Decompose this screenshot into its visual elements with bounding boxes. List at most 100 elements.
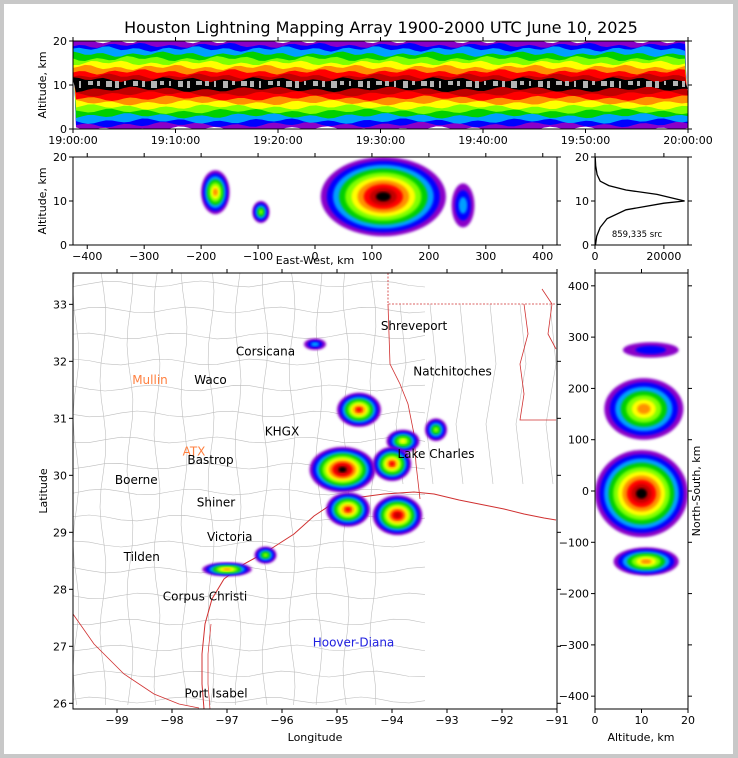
county-line <box>126 273 134 706</box>
time-height-core <box>412 81 415 85</box>
ew-height-cell <box>258 209 263 215</box>
figure: Houston Lightning Mapping Array 1900-200… <box>4 4 733 754</box>
time-height-core <box>223 81 228 88</box>
ew-height-x-tick-label: 400 <box>532 250 553 263</box>
ew-height-y-tick-label: 20 <box>53 151 67 164</box>
ns-height-density <box>595 342 688 576</box>
time-height-core <box>484 81 486 85</box>
plan-view-x-tick-label: −98 <box>160 714 183 727</box>
time-height-core <box>106 81 112 87</box>
time-height-core <box>196 81 202 85</box>
city-label: Tilden <box>123 550 160 564</box>
ew-height-x-tick-label: −400 <box>72 250 102 263</box>
altitude-histogram-panel: 859,335 src 0 20000 0 10 20 <box>575 151 692 263</box>
plan-view-y-tick-label: 26 <box>53 697 67 710</box>
plan-view-y-tick-label: 32 <box>53 355 67 368</box>
ew-height-x-tick-label: 0 <box>312 250 319 263</box>
ns-height-y-tick-label: −300 <box>559 639 589 652</box>
time-height-core <box>547 81 550 88</box>
county-line <box>73 436 426 444</box>
ew-height-plot-area <box>73 157 557 245</box>
ns-height-y-tick-label: 0 <box>582 485 589 498</box>
ew-height-density <box>201 157 475 237</box>
time-height-core <box>214 81 216 87</box>
time-height-core <box>97 81 100 86</box>
time-height-x-tick-label: 19:10:00 <box>151 134 200 147</box>
ew-height-x-tick-label: 200 <box>418 250 439 263</box>
time-height-core <box>151 81 157 88</box>
time-height-core <box>115 81 119 88</box>
time-height-core <box>358 81 363 87</box>
plan-view-cell <box>355 407 363 413</box>
time-height-core <box>556 81 562 85</box>
plan-view-cell <box>433 427 439 433</box>
time-height-core <box>493 81 498 86</box>
ns-height-y-tick-label: 100 <box>568 434 589 447</box>
time-height-panel: 19:00:00 19:10:00 19:20:00 19:30:00 19:40:00… <box>36 35 713 147</box>
mississippi-river <box>541 288 557 350</box>
plan-view-frame <box>72 272 558 710</box>
time-height-core <box>169 81 171 86</box>
histogram-line <box>595 157 685 245</box>
histogram-y-tick-label: 20 <box>575 151 589 164</box>
time-height-core <box>385 81 389 86</box>
county-line <box>73 670 426 678</box>
time-height-core <box>583 81 588 88</box>
ns-height-y-tick-label: 400 <box>568 280 589 293</box>
ns-height-xlabel: Altitude, km <box>607 731 674 744</box>
time-height-core <box>268 81 273 85</box>
county-line <box>99 273 107 706</box>
plan-view-cell <box>389 461 395 467</box>
time-height-core <box>79 81 81 88</box>
time-height-core <box>610 81 614 87</box>
time-height-core <box>286 81 292 87</box>
county-line <box>73 488 426 496</box>
figure-svg: Houston Lightning Mapping Array 1900-200… <box>36 18 713 744</box>
ns-height-x-tick-label: 0 <box>592 714 599 727</box>
plan-view-x-tick-label: −96 <box>270 714 293 727</box>
ew-height-cell <box>212 188 218 196</box>
city-label: Hoover-Diana <box>313 635 395 649</box>
time-height-core <box>331 81 337 88</box>
time-height-core <box>403 81 408 88</box>
county-line <box>369 273 377 706</box>
parish-line <box>515 303 527 485</box>
ew-height-panel: −400 −300 −200 −100 0 100 200 300 400 0 10 20 East-… <box>36 151 561 267</box>
county-line <box>153 273 161 706</box>
time-height-core <box>241 81 247 86</box>
ns-height-cell <box>635 345 667 355</box>
time-height-core <box>322 81 325 87</box>
county-line <box>180 273 188 706</box>
plan-view-y-tick-label: 33 <box>53 298 67 311</box>
histogram-x-tick-label: 0 <box>592 250 599 263</box>
ew-height-x-tick-label: 300 <box>475 250 496 263</box>
county-line <box>73 618 426 626</box>
county-line <box>73 384 426 392</box>
city-label: Corpus Christi <box>163 590 248 604</box>
ns-height-x-tick-label: 20 <box>681 714 695 727</box>
histogram-y-tick-label: 10 <box>575 195 589 208</box>
county-line <box>73 540 426 548</box>
ew-height-y-tick-label: 0 <box>60 239 67 252</box>
histogram-ticks: 0 20000 0 10 20 <box>575 151 692 263</box>
ns-height-cell <box>636 488 647 499</box>
time-height-density <box>73 41 688 129</box>
time-height-core <box>565 81 569 86</box>
plan-view-y-tick-label: 27 <box>53 640 67 653</box>
ns-height-cell <box>640 559 652 564</box>
plan-view-cell <box>310 342 320 347</box>
plan-view-cell <box>399 438 407 444</box>
county-line <box>234 273 242 706</box>
city-label: Victoria <box>207 530 253 544</box>
ns-height-ticks: 0 10 20 −400 −300 −200 −100 0 100 200 300 400 <box>559 269 695 727</box>
time-height-y-tick-label: 0 <box>60 123 67 136</box>
county-line <box>73 332 426 340</box>
parish-line <box>545 303 557 485</box>
time-height-core <box>340 81 344 85</box>
time-height-core <box>187 81 190 88</box>
time-height-core <box>601 81 607 86</box>
time-height-core <box>466 81 472 87</box>
ew-height-ylabel: Altitude, km <box>36 167 49 234</box>
city-label: Boerne <box>115 473 158 487</box>
county-line <box>73 273 80 706</box>
